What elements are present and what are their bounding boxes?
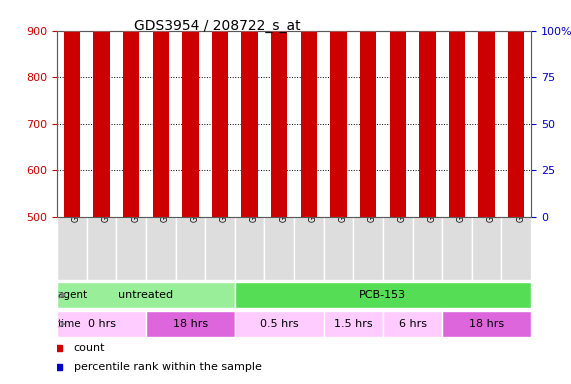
Text: GSM149387: GSM149387 — [339, 175, 348, 222]
FancyBboxPatch shape — [205, 217, 235, 280]
Text: GSM149382: GSM149382 — [102, 175, 111, 222]
Text: 1.5 hrs: 1.5 hrs — [334, 319, 373, 329]
Text: GSM149385: GSM149385 — [279, 175, 288, 222]
FancyBboxPatch shape — [442, 217, 472, 280]
Text: 0 hrs: 0 hrs — [87, 319, 115, 329]
FancyBboxPatch shape — [235, 311, 324, 337]
FancyBboxPatch shape — [294, 217, 324, 280]
FancyBboxPatch shape — [383, 217, 412, 280]
Text: 18 hrs: 18 hrs — [469, 319, 504, 329]
FancyBboxPatch shape — [442, 311, 531, 337]
FancyBboxPatch shape — [501, 217, 531, 280]
Bar — [271, 0, 287, 217]
FancyBboxPatch shape — [353, 217, 383, 280]
Text: GSM154183: GSM154183 — [190, 175, 199, 222]
Text: GSM149386: GSM149386 — [309, 175, 318, 222]
Text: GSM149389: GSM149389 — [398, 175, 407, 222]
FancyBboxPatch shape — [235, 282, 531, 308]
Bar — [64, 0, 80, 217]
Bar — [478, 0, 494, 217]
Bar — [419, 0, 436, 217]
Point — [512, 41, 521, 47]
Text: percentile rank within the sample: percentile rank within the sample — [74, 362, 262, 372]
Point — [186, 41, 195, 47]
Bar — [301, 0, 317, 217]
FancyBboxPatch shape — [146, 217, 176, 280]
Point — [67, 33, 77, 40]
Point — [97, 37, 106, 43]
FancyBboxPatch shape — [235, 217, 264, 280]
Text: 6 hrs: 6 hrs — [399, 319, 427, 329]
FancyBboxPatch shape — [472, 217, 501, 280]
FancyBboxPatch shape — [87, 217, 116, 280]
Bar — [212, 0, 228, 217]
Bar — [360, 0, 376, 217]
Text: untreated: untreated — [118, 290, 174, 300]
Point — [245, 33, 254, 40]
FancyBboxPatch shape — [383, 311, 442, 337]
Point — [423, 41, 432, 47]
Text: count: count — [74, 343, 105, 353]
FancyBboxPatch shape — [264, 217, 294, 280]
Bar — [152, 0, 169, 217]
Point — [364, 41, 373, 47]
Text: time: time — [58, 319, 81, 329]
Text: GSM149390: GSM149390 — [427, 175, 436, 222]
Text: 0.5 hrs: 0.5 hrs — [260, 319, 299, 329]
Text: 18 hrs: 18 hrs — [173, 319, 208, 329]
Point — [393, 41, 403, 47]
Text: GSM154184: GSM154184 — [220, 175, 229, 222]
Bar — [449, 0, 465, 217]
FancyBboxPatch shape — [324, 311, 383, 337]
Point — [127, 33, 136, 40]
Point — [482, 43, 491, 49]
FancyBboxPatch shape — [412, 217, 442, 280]
Point — [304, 35, 313, 41]
Text: GSM149381: GSM149381 — [72, 175, 81, 222]
Point — [215, 41, 224, 47]
FancyBboxPatch shape — [57, 311, 146, 337]
FancyBboxPatch shape — [176, 217, 205, 280]
Bar — [389, 0, 406, 217]
Bar — [242, 0, 258, 217]
Point — [334, 43, 343, 49]
Point — [156, 41, 166, 47]
Text: GSM149391: GSM149391 — [457, 175, 466, 222]
Text: PCB-153: PCB-153 — [359, 290, 407, 300]
FancyBboxPatch shape — [57, 217, 87, 280]
Bar — [182, 0, 199, 217]
Text: GSM154182: GSM154182 — [161, 176, 170, 222]
Text: agent: agent — [58, 290, 88, 300]
Bar — [94, 0, 110, 217]
FancyBboxPatch shape — [146, 311, 235, 337]
Bar — [508, 0, 524, 217]
Text: GSM149393: GSM149393 — [516, 175, 525, 222]
Point — [452, 41, 461, 47]
Text: GSM149383: GSM149383 — [131, 175, 140, 222]
FancyBboxPatch shape — [57, 282, 235, 308]
Bar — [123, 0, 139, 217]
Point — [275, 35, 284, 41]
Text: GDS3954 / 208722_s_at: GDS3954 / 208722_s_at — [134, 19, 300, 33]
Bar — [331, 0, 347, 217]
Text: GSM149388: GSM149388 — [368, 175, 377, 222]
FancyBboxPatch shape — [324, 217, 353, 280]
FancyBboxPatch shape — [116, 217, 146, 280]
Text: GSM149392: GSM149392 — [486, 175, 496, 222]
Text: GSM149384: GSM149384 — [250, 175, 259, 222]
